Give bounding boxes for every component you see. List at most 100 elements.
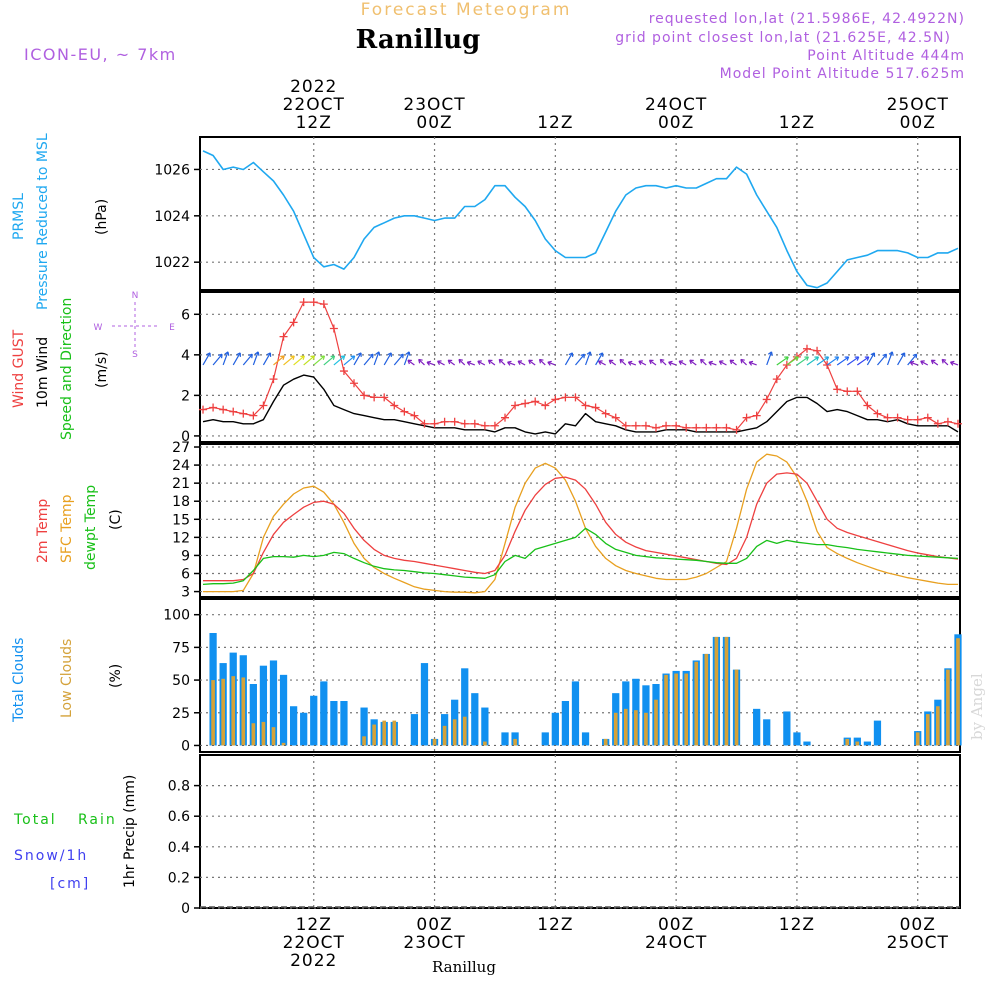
total-cloud-bar [541,732,549,746]
gust-marker [219,405,228,414]
wind-direction-arrow [353,352,362,366]
wind-direction-arrow [826,356,839,366]
wind-arrow-head [882,353,888,359]
rain-label: Rain [78,812,117,828]
low-cloud-bar [654,699,658,746]
ytick-label-precip: 0.6 [168,809,190,825]
panel-frame-wind [199,291,961,443]
gust-marker [299,298,308,307]
wind-direction-arrow [437,360,445,366]
wind-direction-arrow [659,358,667,366]
wind-direction-arrow [729,359,737,366]
gust-marker [923,413,932,422]
gust-label: Wind GUST [11,329,27,408]
wind-direction-arrow [786,356,799,366]
gust-marker [339,367,348,376]
total-cloud-bar [471,693,479,746]
gust-marker [621,421,630,430]
wind-arrow-head [740,358,745,364]
ytick-label-temp: 27 [172,440,190,456]
ytick-label-clouds: 25 [172,706,190,722]
wind-arrow-head [814,356,820,361]
gust-marker [802,344,811,353]
total-cloud-bar [289,706,298,746]
low-cloud-bar [704,653,709,746]
wind-arrow-head [568,352,574,357]
wind-arrow-head [310,355,315,360]
wind-direction-arrow [689,359,697,366]
gust-marker [420,419,429,428]
wind-arrow-head [517,360,523,365]
total-cloud-bar [481,707,489,746]
bottom-hour-label: 12Z [779,915,815,935]
wind-arrow-head [586,351,592,356]
ytick-label-temp: 18 [172,494,190,510]
wind-direction-arrow [876,353,887,366]
wind-direction-arrow [950,361,959,366]
wind-direction-arrow [447,359,456,366]
wind-arrow-head [357,352,362,357]
gust-marker [742,413,751,422]
snow-label: Snow/1h [14,848,88,864]
wind-direction-arrow [252,351,259,366]
wind-speed-line [202,374,959,435]
total-cloud-bar [551,712,559,746]
bottom-date-label: 22OCT [283,933,345,953]
wind-arrow-head [794,356,799,361]
top-hour-label: 00Z [900,113,936,133]
total-cloud-bar [249,684,257,746]
gust-marker [903,415,912,424]
wind-direction-arrow [383,352,392,366]
wind-arrow-head [870,352,876,357]
wind-arrow-head [941,358,947,364]
wind-direction-arrow [748,361,757,366]
low-cloud-bar [623,708,628,746]
wind-arrow-head [718,360,724,365]
gust-marker [199,405,208,414]
ytick-label-clouds: 100 [163,608,190,624]
total-cloud-bar [873,720,882,746]
bottom-hour-label: 00Z [416,915,452,935]
total-cloud-bar [410,714,419,746]
wind-direction-arrow [668,361,677,366]
wind-arrow-head [708,360,713,366]
ytick-label-temp: 3 [181,585,190,601]
total-cloud-bar [863,741,872,746]
panel-frame-precip [199,754,961,909]
gust-marker [943,417,952,426]
total-cloud-bar [360,707,368,746]
top-date-label: 24OCT [645,95,707,115]
low-cloud-bar [644,712,648,746]
ytick-label-temp: 21 [172,476,190,492]
wind-arrow-head [864,356,870,361]
low-cloud-bar [925,714,930,746]
wind-direction-arrow [907,353,918,366]
low-cloud-bar [936,706,940,746]
gust-marker [752,411,761,420]
wind-direction-arrow [564,352,573,366]
wind-arrow-head [678,360,684,365]
bottom-date-label: 25OCT [887,933,949,953]
low-cloud-bar [211,680,215,746]
wind-arrow-head [804,356,809,361]
wind-arrow-head [399,353,404,359]
wind-direction-arrow [343,355,356,366]
bottom-hour-label: 00Z [658,915,694,935]
low-cloud-bar [362,736,366,746]
gust-marker [762,395,771,404]
wind-arrow-head [547,360,552,366]
total-cloud-bar [279,674,288,746]
total-cloud-bar [783,711,791,746]
total-cloud-bar [763,719,771,746]
wind-arrow-head [487,359,493,365]
gust-marker [279,332,288,341]
gust-marker [732,425,741,434]
pressure-unit: (hPa) [94,199,110,235]
wind-direction-arrow [528,359,536,366]
gust-marker [853,387,862,396]
wind-direction-arrow [303,355,315,366]
gust-marker [682,423,691,432]
wind-arrow-head [320,355,326,360]
low-cloud-bar [603,738,608,746]
wind-arrow-head [949,360,955,366]
